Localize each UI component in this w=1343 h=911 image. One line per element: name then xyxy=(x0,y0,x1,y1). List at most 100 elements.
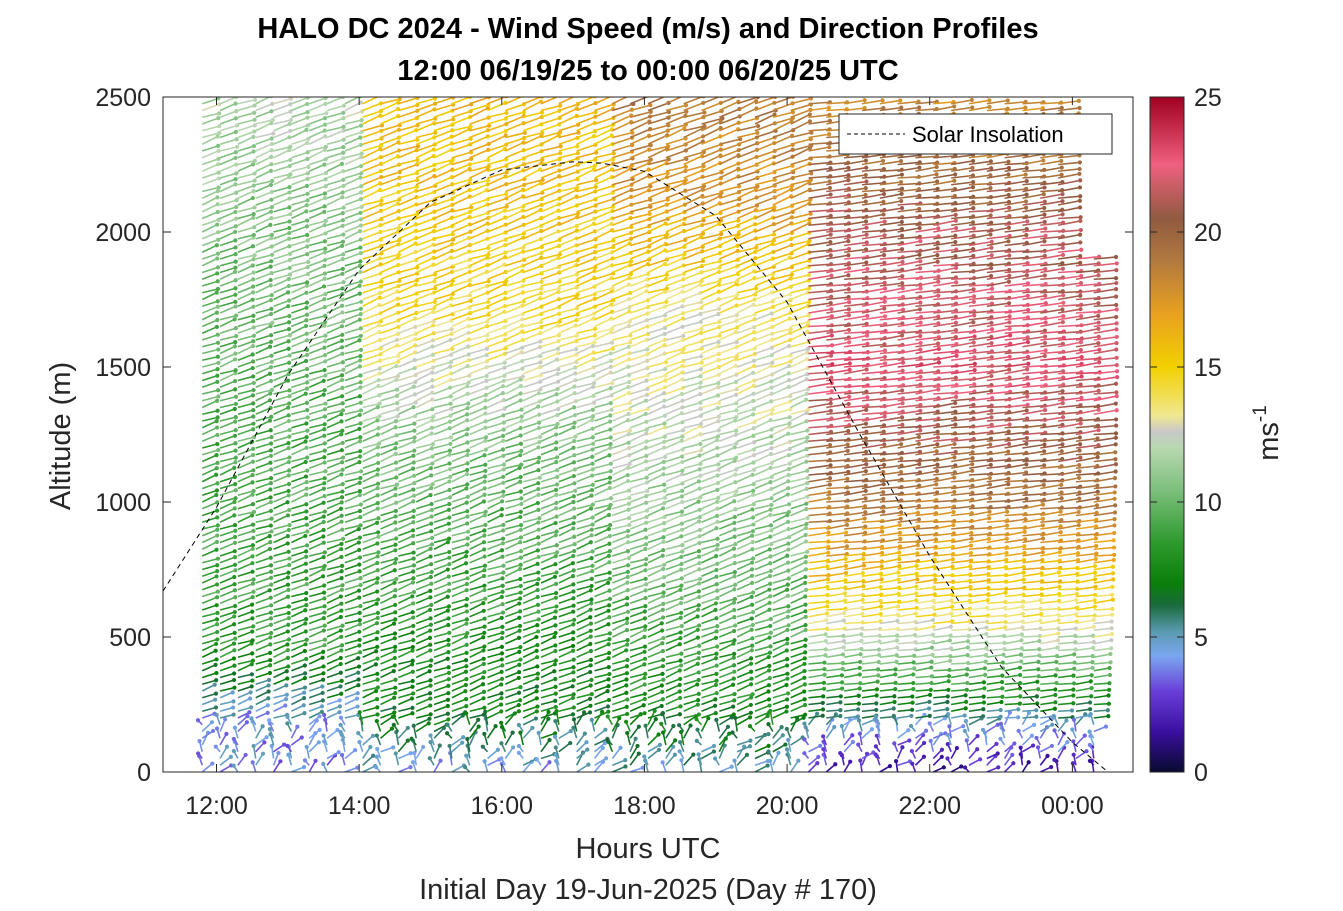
wind-barb-head xyxy=(303,439,308,444)
wind-barb-head xyxy=(376,481,381,486)
wind-barb xyxy=(201,426,218,436)
wind-barb-head xyxy=(626,440,631,445)
wind-barb-head xyxy=(464,570,469,575)
wind-barb-head xyxy=(607,588,612,593)
wind-barb-head xyxy=(447,385,453,390)
wind-barb-head xyxy=(631,89,635,93)
wind-barb xyxy=(273,542,289,550)
wind-barb xyxy=(308,232,326,240)
wind-barb xyxy=(308,374,326,382)
wind-barb xyxy=(255,535,271,544)
wind-barb-head xyxy=(389,726,395,731)
wind-barb xyxy=(291,650,306,658)
wind-barb-head xyxy=(322,276,327,281)
wind-barb-head xyxy=(269,353,274,358)
wind-barb-head xyxy=(572,467,578,472)
wind-barb-head xyxy=(411,569,416,574)
wind-barb-head xyxy=(215,222,220,227)
wind-barb xyxy=(202,125,220,132)
wind-barb xyxy=(362,97,366,98)
wind-barb-head xyxy=(286,527,291,533)
wind-barb xyxy=(308,324,325,334)
wind-barb-head xyxy=(214,582,220,587)
wind-barb xyxy=(308,197,326,206)
wind-barb-head xyxy=(571,717,577,722)
wind-barb xyxy=(308,149,326,159)
wind-barb-head xyxy=(304,603,309,608)
wind-barb xyxy=(202,564,218,571)
wind-barb-head xyxy=(375,472,380,477)
wind-barb-head xyxy=(233,116,239,121)
wind-barb-head xyxy=(536,481,541,486)
wind-barb-head xyxy=(430,397,435,402)
wind-barb-head xyxy=(510,730,515,735)
wind-barb xyxy=(237,217,254,226)
wind-barb-head xyxy=(608,522,613,528)
wind-barb-head xyxy=(234,162,239,167)
wind-barb xyxy=(255,652,271,659)
wind-barb-head xyxy=(448,394,453,399)
wind-barb xyxy=(219,556,236,564)
wind-barb-head xyxy=(644,494,649,499)
wind-barb-head xyxy=(517,623,523,629)
wind-barb-head xyxy=(375,554,380,559)
wind-barb-head xyxy=(216,237,221,242)
wind-barb-head xyxy=(375,452,381,457)
wind-barb-head xyxy=(607,549,612,554)
wind-barb-head xyxy=(465,576,470,581)
wind-barb-head xyxy=(501,480,506,485)
wind-barb-head xyxy=(608,441,613,447)
wind-barb-head xyxy=(305,244,310,249)
wind-barb xyxy=(344,110,363,119)
wind-barb-head xyxy=(445,731,450,736)
wind-barb-head xyxy=(250,678,255,683)
wind-barb-head xyxy=(644,500,649,505)
wind-barb-head xyxy=(590,435,596,440)
wind-barb-head xyxy=(449,327,454,332)
wind-barb-head xyxy=(481,608,486,613)
wind-barb xyxy=(201,650,217,658)
wind-barb-head xyxy=(393,542,398,547)
wind-barb-head xyxy=(358,197,364,202)
wind-barb-head xyxy=(607,637,612,642)
wind-barb xyxy=(326,293,343,301)
wind-barb-head xyxy=(287,468,292,473)
wind-barb xyxy=(201,97,219,105)
wind-barb-head xyxy=(322,509,327,514)
wind-barb xyxy=(255,741,266,753)
wind-barb-head xyxy=(374,621,380,626)
wind-barb-head xyxy=(232,614,237,619)
wind-barb-head xyxy=(341,103,346,108)
wind-barb xyxy=(255,119,274,125)
wind-barb-head xyxy=(429,602,434,607)
wind-barb xyxy=(362,735,374,746)
wind-barb-head xyxy=(572,384,577,389)
wind-barb-head xyxy=(233,209,238,215)
wind-barb-head xyxy=(428,588,433,593)
wind-barb-head xyxy=(571,665,576,670)
wind-barb-head xyxy=(215,481,220,486)
wind-barb-head xyxy=(393,508,398,514)
wind-barb xyxy=(326,624,343,632)
wind-barb-head xyxy=(304,543,310,548)
wind-barb-head xyxy=(322,271,328,276)
wind-barb-head xyxy=(357,263,363,268)
wind-barb-head xyxy=(432,279,437,284)
wind-barb-head xyxy=(553,609,558,614)
wind-barb-head xyxy=(287,236,292,241)
wind-barb xyxy=(344,271,361,280)
wind-barb-head xyxy=(304,312,310,317)
wind-barb-head xyxy=(626,384,631,390)
wind-barb xyxy=(237,99,256,105)
wind-barb-head xyxy=(643,588,648,593)
wind-barb xyxy=(273,442,289,449)
wind-barb-head xyxy=(250,196,255,201)
wind-barb-head xyxy=(500,384,506,389)
wind-barb xyxy=(308,380,324,388)
wind-barb xyxy=(237,610,253,618)
wind-barb xyxy=(326,104,345,112)
wind-barb-head xyxy=(269,154,274,160)
wind-barb-head xyxy=(428,696,433,701)
wind-barb-head xyxy=(535,642,540,648)
wind-barb-head xyxy=(340,351,345,356)
